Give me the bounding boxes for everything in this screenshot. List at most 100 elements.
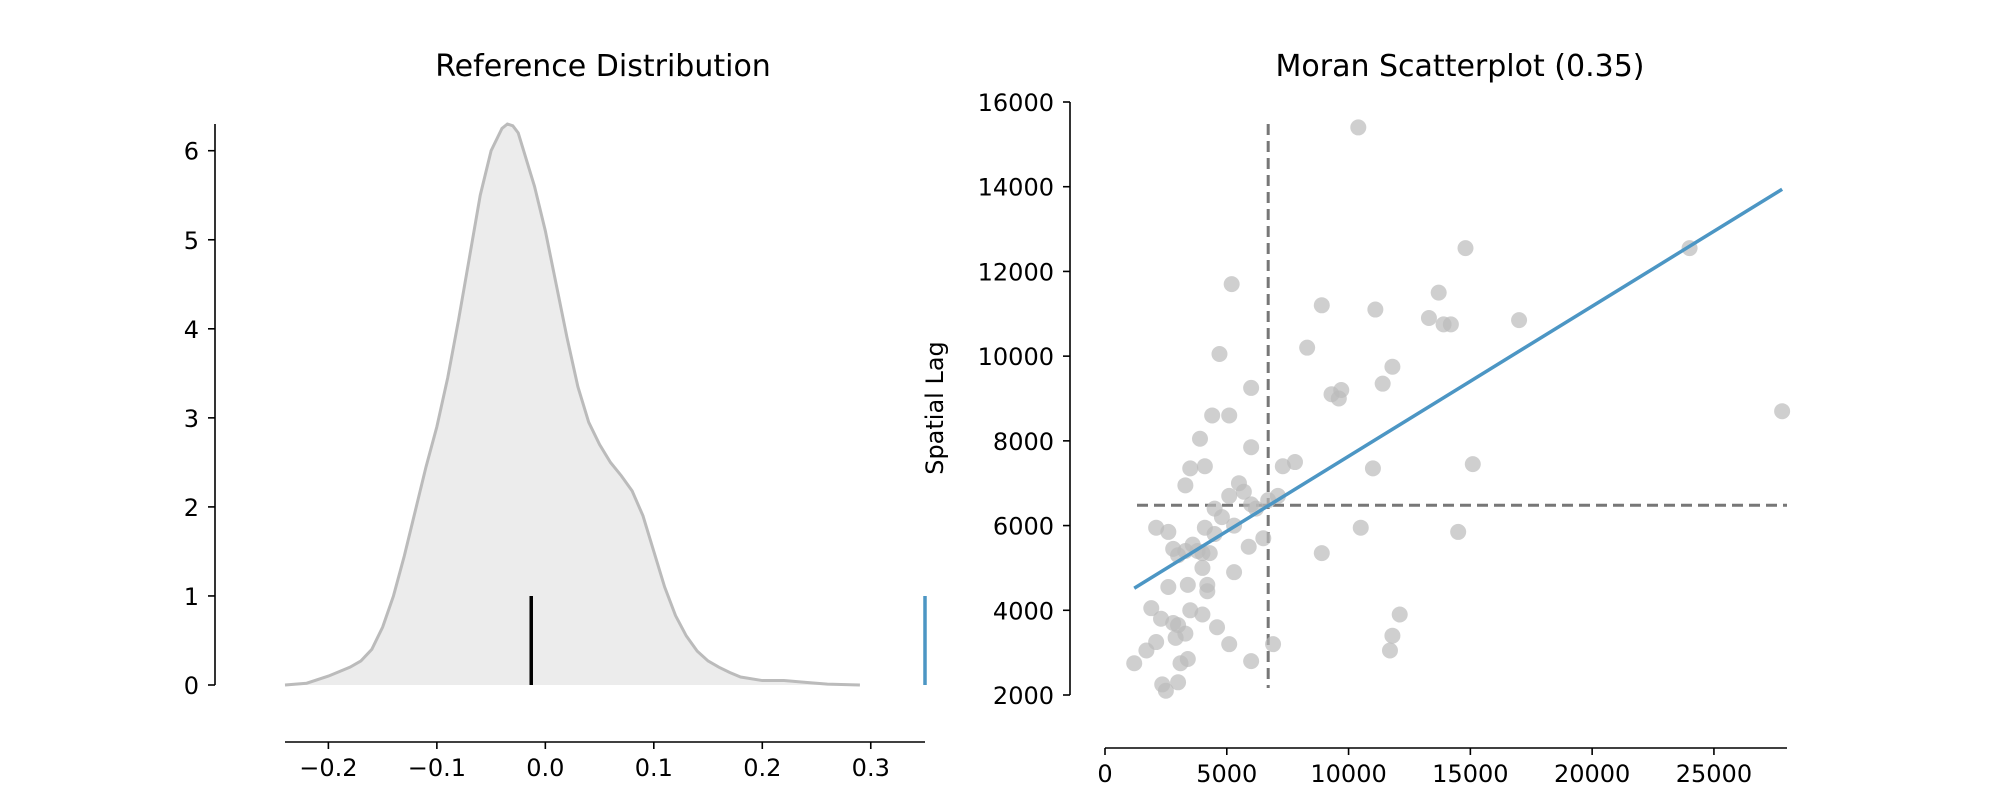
regression-line	[1133, 187, 1784, 590]
scatter-point	[1265, 636, 1282, 653]
scatter-point	[1148, 634, 1165, 651]
x-tick-label: 0.1	[635, 754, 673, 782]
scatter-point	[1201, 545, 1218, 562]
x-tick-label: 20000	[1554, 760, 1630, 788]
scatter-point	[1148, 519, 1165, 536]
x-tick-label: 0.0	[526, 754, 564, 782]
density-curve	[284, 122, 860, 687]
scatter-point	[1194, 606, 1211, 623]
scatter-point	[1211, 346, 1228, 363]
mean-lines	[1137, 124, 1787, 688]
scatter-point	[1269, 487, 1286, 504]
x-tick-label: 15000	[1432, 760, 1508, 788]
scatter-point	[1350, 119, 1367, 136]
y-tick-label: 6000	[993, 513, 1054, 541]
y-tick-label: 10000	[978, 343, 1054, 371]
moran-scatterplot-title: Moran Scatterplot (0.35)	[1276, 49, 1645, 84]
x-tick-label: 25000	[1676, 760, 1752, 788]
x-tick-label: 5000	[1196, 760, 1257, 788]
x-tick-label: 10000	[1310, 760, 1386, 788]
scatter-point	[1313, 297, 1330, 314]
y-tick-label: 4000	[993, 597, 1054, 625]
scatter-point	[1235, 483, 1252, 500]
scatter-point	[1194, 559, 1211, 576]
y-tick-label: 4	[184, 316, 199, 344]
scatter-point	[1243, 653, 1260, 670]
density-x-axis: −0.2 −0.1 0.0 0.1 0.2 0.3	[285, 741, 925, 782]
scatter-point	[1420, 310, 1437, 327]
scatter-point	[1143, 600, 1160, 617]
scatter-point	[1286, 454, 1303, 471]
scatter-point	[1196, 458, 1213, 475]
scatter-points	[1126, 119, 1791, 699]
density-fill	[285, 124, 860, 685]
y-tick-label: 6	[184, 138, 199, 166]
x-tick-label: 0.3	[852, 754, 890, 782]
scatter-point	[1430, 284, 1447, 301]
y-tick-label: 14000	[978, 174, 1054, 202]
scatter-point	[1240, 538, 1257, 555]
scatter-point	[1160, 523, 1177, 540]
regression-fit-line	[1133, 187, 1784, 590]
scatter-point	[1223, 276, 1240, 293]
scatter-point	[1153, 610, 1170, 627]
scatter-point	[1313, 545, 1330, 562]
scatter-point	[1213, 509, 1230, 526]
y-tick-label: 1	[184, 583, 199, 611]
spatial-lag-y-axis: 2000 4000 6000 8000 10000 12000 14000 16000	[978, 89, 1071, 710]
scatter-point	[1221, 487, 1238, 504]
scatter-point	[1126, 655, 1143, 672]
y-tick-label: 12000	[978, 258, 1054, 286]
scatter-point	[1170, 674, 1187, 691]
scatter-point	[1182, 460, 1199, 477]
scatter-point	[1274, 458, 1291, 475]
y-tick-label: 8000	[993, 428, 1054, 456]
scatter-point	[1381, 642, 1398, 659]
scatter-point	[1457, 240, 1474, 257]
scatter-point	[1182, 602, 1199, 619]
y-tick-label: 3	[184, 405, 199, 433]
scatter-point	[1177, 477, 1194, 494]
scatter-point	[1384, 358, 1401, 375]
x-tick-label: 0	[1097, 760, 1112, 788]
scatter-point	[1191, 430, 1208, 447]
scatter-point	[1374, 375, 1391, 392]
y-tick-label: 5	[184, 227, 199, 255]
reference-distribution-title: Reference Distribution	[435, 49, 771, 84]
scatter-point	[1464, 456, 1481, 473]
scatter-point	[1243, 439, 1260, 456]
scatter-point	[1179, 576, 1196, 593]
scatter-point	[1384, 627, 1401, 644]
scatter-x-axis: 0 5000 10000 15000 20000 25000	[1097, 747, 1787, 788]
scatter-point	[1774, 403, 1791, 420]
scatter-point	[1442, 316, 1459, 333]
scatter-point	[1160, 578, 1177, 595]
spatial-lag-axis-label: Spatial Lag	[921, 341, 949, 475]
scatter-point	[1367, 301, 1384, 318]
moran-scatterplot-panel: Moran Scatterplot (0.35) Spatial Lag 200…	[921, 49, 1791, 788]
x-tick-label: −0.1	[408, 754, 466, 782]
scatter-point	[1255, 530, 1272, 547]
scatter-point	[1299, 339, 1316, 356]
reference-distribution-panel: Reference Distribution 0 1 2 3 4 5 6 −0.2 −0.1 0…	[184, 49, 927, 782]
scatter-point	[1352, 519, 1369, 536]
y-tick-label: 2	[184, 494, 199, 522]
scatter-point	[1243, 379, 1260, 396]
scatter-point	[1179, 651, 1196, 667]
scatter-point	[1511, 312, 1528, 329]
y-tick-label: 16000	[978, 89, 1054, 117]
scatter-point	[1450, 523, 1467, 540]
scatter-point	[1204, 407, 1221, 424]
x-tick-label: −0.2	[299, 754, 357, 782]
density-marks	[284, 122, 927, 687]
scatter-point	[1226, 564, 1243, 581]
scatter-point	[1199, 583, 1216, 600]
y-tick-label: 0	[184, 672, 199, 700]
scatter-point	[1221, 407, 1238, 424]
scatter-point	[1391, 606, 1408, 623]
scatter-point	[1209, 619, 1226, 636]
scatter-point	[1330, 390, 1347, 407]
x-tick-label: 0.2	[743, 754, 781, 782]
scatter-point	[1364, 460, 1381, 477]
